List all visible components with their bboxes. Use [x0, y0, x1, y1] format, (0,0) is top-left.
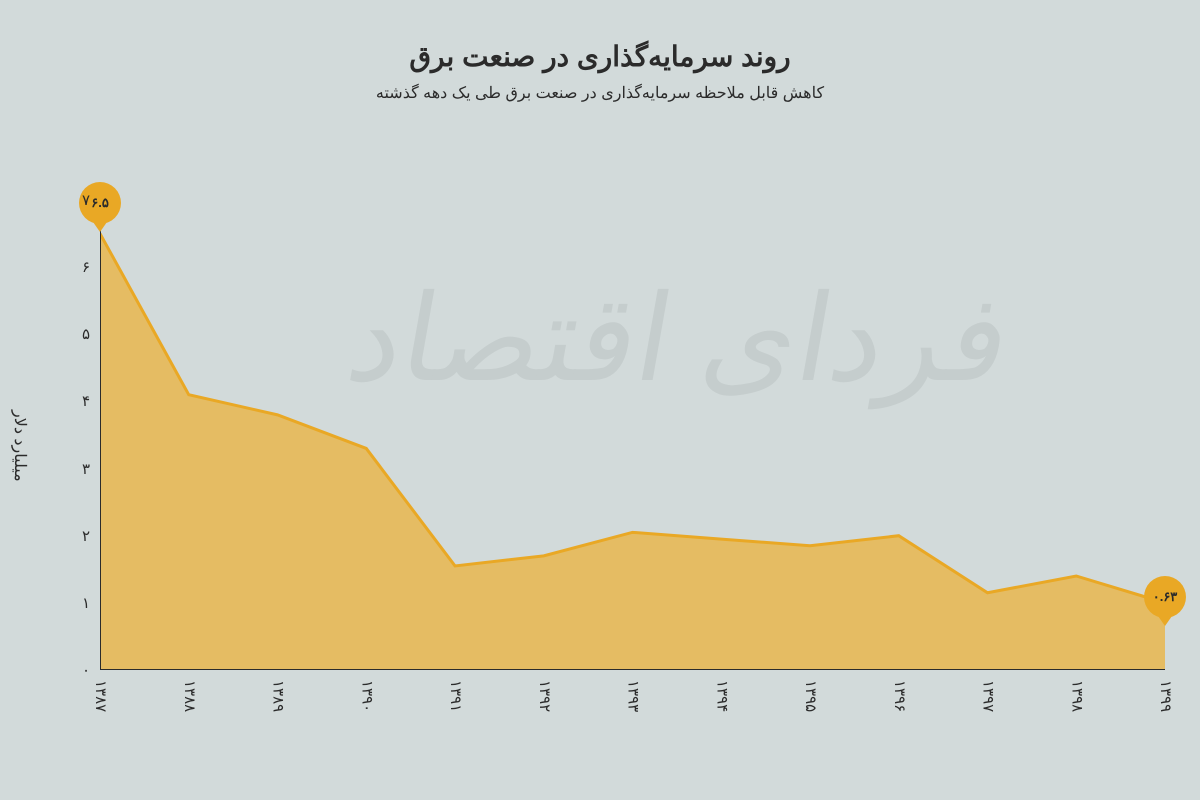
x-tick-label: ۱۳۹۴: [712, 680, 730, 712]
y-tick-label: ۱: [82, 594, 90, 612]
x-tick-label: ۱۳۹۳: [624, 680, 642, 712]
x-tick-label: ۱۳۹۱: [446, 680, 464, 712]
x-tick-label: ۱۳۸۷: [91, 680, 109, 712]
y-tick-label: ۵: [82, 325, 90, 343]
y-tick-label: ۰: [82, 661, 90, 679]
y-tick-label: ۷: [82, 191, 90, 209]
x-tick-label: ۱۳۹۷: [979, 680, 997, 712]
y-tick-label: ۳: [82, 460, 90, 478]
chart-svg: [100, 200, 1165, 670]
y-tick-label: ۲: [82, 527, 90, 545]
chart-area: ۶.۵۰.۶۳۰۱۲۳۴۵۶۷۱۳۸۷۱۳۸۸۱۳۸۹۱۳۹۰۱۳۹۱۱۳۹۲۱…: [65, 200, 1165, 700]
x-tick-label: ۱۳۸۹: [269, 680, 287, 712]
x-tick-label: ۱۳۹۲: [535, 680, 553, 712]
y-tick-label: ۴: [82, 392, 90, 410]
x-tick-label: ۱۳۸۸: [180, 680, 198, 712]
x-tick-label: ۱۳۹۸: [1067, 680, 1085, 712]
x-tick-label: ۱۳۹۵: [801, 680, 819, 712]
x-tick-label: ۱۳۹۰: [357, 680, 375, 712]
y-tick-label: ۶: [82, 258, 90, 276]
chart-subtitle: کاهش قابل ملاحظه سرمایه‌گذاری در صنعت بر…: [0, 83, 1200, 103]
x-tick-label: ۱۳۹۶: [890, 680, 908, 712]
y-axis-title: میلیارد دلار: [10, 410, 29, 482]
x-tick-label: ۱۳۹۹: [1156, 680, 1174, 712]
chart-header: روند سرمایه‌گذاری در صنعت برق کاهش قابل …: [0, 0, 1200, 103]
chart-title: روند سرمایه‌گذاری در صنعت برق: [0, 40, 1200, 73]
callout-bubble: ۰.۶۳: [1144, 576, 1186, 618]
